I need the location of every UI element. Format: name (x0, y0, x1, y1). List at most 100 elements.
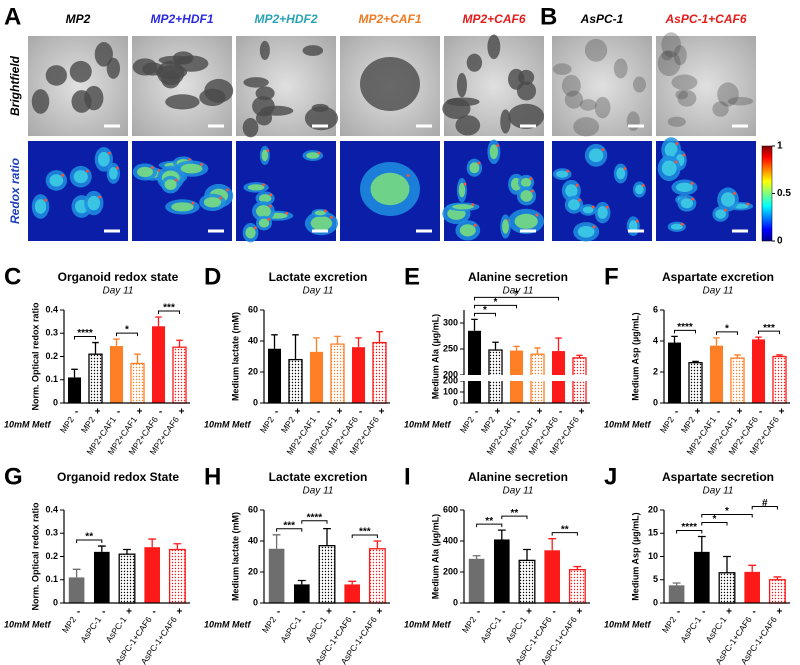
treatment-label: - (77, 607, 80, 618)
image-dot (529, 177, 533, 181)
image-blob (514, 213, 538, 229)
y-axis-label: Medium Ala (µg/mL) (430, 314, 440, 399)
image-dot (85, 169, 89, 173)
error-bar (272, 534, 281, 549)
treatment-label: - (75, 407, 78, 418)
brightfield-image (442, 34, 545, 136)
treatment-label: + (726, 607, 732, 618)
error-bar (355, 337, 362, 348)
chart-title: Aspartate excretion (662, 270, 774, 284)
image-dot (191, 201, 195, 205)
treatment-label: - (475, 407, 478, 418)
image-dot (680, 222, 684, 226)
significance-bracket (751, 506, 778, 510)
significance-label: * (712, 514, 716, 525)
significance-label: # (762, 498, 768, 509)
bar-chart: J Aspartate secretion Day 11 Medium Asp (µg… (604, 463, 790, 665)
image-blob (670, 223, 683, 230)
significance-bracket (674, 329, 696, 334)
treatment-label: + (337, 407, 343, 418)
image-dot (601, 148, 605, 152)
significance-bracket (351, 534, 378, 538)
error-bar (472, 555, 481, 559)
x-tick-label: MP2 (258, 414, 276, 434)
treatment-label: + (137, 407, 143, 418)
y-tick-label: 6 (653, 304, 658, 314)
image-blob (108, 166, 118, 180)
image-bg (28, 36, 128, 136)
treatment-label: - (277, 607, 280, 618)
bar (693, 551, 710, 603)
colorbar-tick-label: 1 (777, 141, 783, 152)
redox-image (442, 139, 545, 241)
image-blob (304, 106, 339, 131)
treatment-label: + (176, 607, 182, 618)
y-tick-label: 400 (443, 535, 458, 545)
image-dot (530, 189, 534, 193)
y-tick-label: 40 (248, 335, 258, 345)
image-blob (520, 177, 532, 188)
image-blob (306, 152, 320, 159)
redox-image (236, 141, 339, 243)
image-dot (253, 226, 257, 230)
significance-bracket (474, 312, 496, 317)
error-bar (123, 548, 131, 555)
x-tick-label: AsPC-1 (278, 614, 303, 644)
image-dot (746, 202, 750, 206)
treatment-axis-label: 10mM Metf (404, 619, 452, 629)
y-axis-label: Medium lactate (mM) (230, 512, 240, 601)
image-dot (174, 178, 178, 182)
image-blob (626, 111, 640, 131)
image-blob (256, 205, 271, 218)
treatment-label: + (126, 607, 132, 618)
chart-title: Lactate excretion (269, 270, 368, 284)
column-label: MP2 (66, 12, 91, 26)
chart-subtitle: Day 11 (703, 286, 734, 297)
image-blob (45, 65, 67, 86)
treatment-label: + (95, 407, 101, 418)
significance-label: * (125, 325, 129, 336)
error-bar (72, 568, 81, 578)
panel-letter: I (404, 463, 411, 490)
treatment-label: + (737, 407, 743, 418)
error-bar (297, 579, 306, 585)
y-tick-label: 2 (653, 366, 658, 376)
column-label: MP2+CAF1 (358, 12, 421, 26)
colorbar-tick-label: 0.5 (777, 188, 791, 199)
significance-bracket (551, 532, 578, 536)
treatment-label: + (776, 607, 782, 618)
image-blob (680, 198, 694, 209)
significance-bracket (116, 332, 138, 337)
image-blob (487, 34, 501, 60)
image-dot (473, 223, 477, 227)
treatment-label: + (179, 407, 185, 418)
bar (67, 377, 82, 403)
image-dot (269, 193, 273, 197)
significance-bracket (301, 520, 328, 524)
significance-label: ** (511, 508, 519, 519)
bar-chart: I Alanine secretion Day 11 Medium Ala (µg/m… (404, 463, 590, 665)
image-blob (452, 204, 474, 210)
bar (288, 358, 303, 404)
significance-label: ** (485, 516, 493, 527)
image-blob (717, 82, 739, 107)
treatment-label: - (102, 607, 105, 618)
error-bar (573, 565, 582, 570)
bar (468, 558, 485, 603)
image-blob (613, 58, 628, 79)
y-tick-label: 0 (453, 597, 458, 607)
image-blob (489, 144, 499, 160)
significance-label: **** (307, 512, 323, 523)
treatment-label: + (326, 607, 332, 618)
image-blob (87, 195, 101, 211)
treatment-label: - (302, 607, 305, 618)
x-tick-label: MP2 (60, 614, 78, 634)
image-blob (31, 89, 50, 114)
chart-title: Lactate excretion (269, 470, 368, 484)
row-label: Redox ratio (8, 158, 22, 224)
x-tick-label: AsPC-1 (303, 614, 328, 644)
panel-letter: H (204, 463, 221, 490)
image-dot (724, 208, 727, 212)
significance-label: **** (77, 328, 93, 339)
